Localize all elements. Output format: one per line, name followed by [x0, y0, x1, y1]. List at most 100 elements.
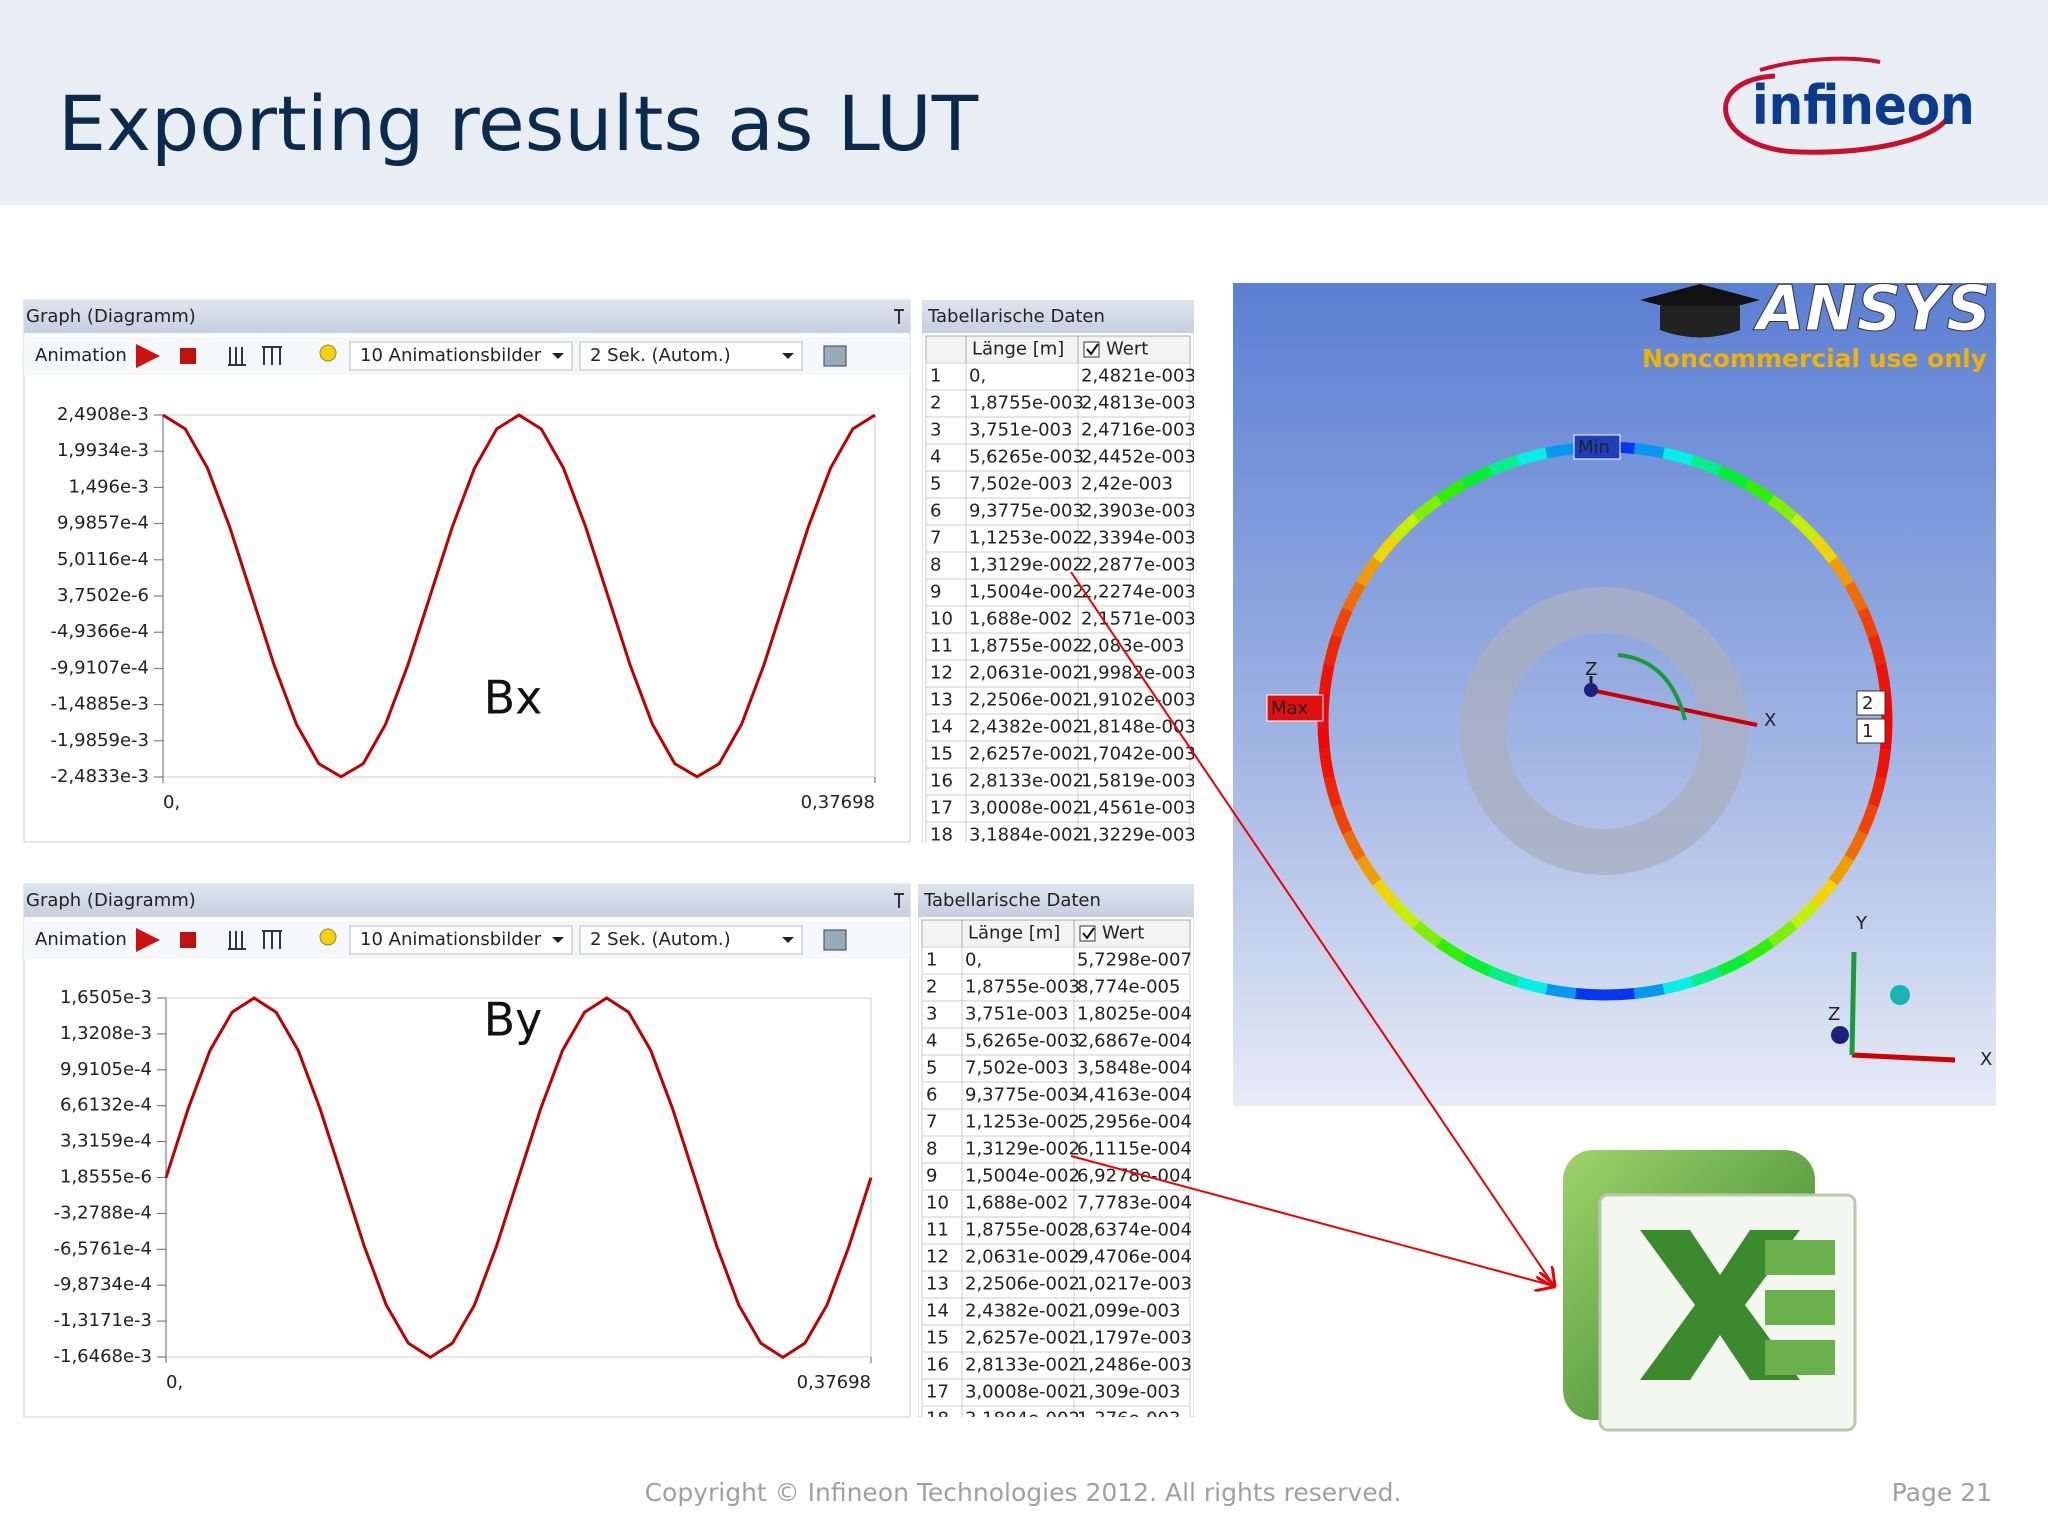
- ring-segment: [1790, 513, 1819, 542]
- frames-label: 10 Animationsbilder: [360, 929, 542, 950]
- table-cell: 1,8025e-004: [1077, 1004, 1192, 1025]
- table-cell: 1: [930, 366, 941, 387]
- table-title: Tabellarische Daten: [927, 306, 1105, 327]
- duration-dropdown[interactable]: [579, 925, 803, 955]
- table-cell: 8: [930, 555, 941, 576]
- ring-segment: [1857, 803, 1879, 835]
- table-cell: 6: [926, 1085, 937, 1106]
- table-cell: 18: [930, 825, 953, 846]
- table-row: [921, 1135, 1191, 1164]
- checkmark: [1082, 927, 1095, 940]
- ring-segment: [1331, 803, 1353, 835]
- table-cell: 9: [926, 1166, 937, 1187]
- ring-segment: [1516, 447, 1548, 466]
- ring-segment: [1461, 465, 1493, 489]
- page-number: Page 21: [1892, 1478, 1992, 1507]
- column-header: Länge [m]: [972, 339, 1064, 360]
- y-tick-label: -6,5761e-4: [54, 1238, 153, 1259]
- ring-segment: [1372, 533, 1400, 564]
- bars-icon[interactable]: [228, 930, 282, 950]
- table-cell: 1,3229e-003: [1081, 825, 1196, 846]
- ring-segment: [1743, 938, 1774, 964]
- ring-segment: [1810, 878, 1838, 909]
- ring-segment: [1317, 720, 1331, 751]
- table-cell: 16: [926, 1355, 949, 1376]
- table-cell: 2,083e-003: [1081, 636, 1184, 657]
- checkbox[interactable]: [1083, 341, 1100, 358]
- y-tick-label: 6,6132e-4: [60, 1095, 152, 1116]
- table-cell: 2,3394e-003: [1081, 528, 1196, 549]
- table-cell: 2,6257e-002: [965, 1328, 1080, 1349]
- dropdown-arrow: [782, 353, 794, 359]
- table-row: [921, 1405, 1191, 1417]
- table-cell: 14: [930, 717, 953, 738]
- y-tick-label: 2,4908e-3: [57, 404, 149, 425]
- table-cell: 3: [926, 1004, 937, 1025]
- ring-segment: [1662, 976, 1694, 995]
- ring-segment: [1516, 976, 1548, 995]
- table-cell: 14: [926, 1301, 949, 1322]
- table-cell: 10: [930, 609, 953, 630]
- x-tick-label: 0,: [163, 792, 180, 813]
- bars-icon[interactable]: [228, 346, 282, 366]
- table-row: [921, 1243, 1191, 1272]
- y-tick-label: -9,8734e-4: [54, 1274, 153, 1295]
- table-cell: 2,6867e-004: [1077, 1031, 1192, 1052]
- table-cell: 0,: [965, 950, 982, 971]
- table-cell: 2,2506e-002: [965, 1274, 1080, 1295]
- table-row: [925, 416, 1191, 445]
- table-cell: 16: [930, 771, 953, 792]
- ring-segment: [1767, 920, 1798, 948]
- export-icon[interactable]: [823, 929, 847, 951]
- x-tick-label: 0,37698: [797, 1372, 871, 1393]
- table-cell: 11: [926, 1220, 949, 1241]
- checkbox[interactable]: [1079, 925, 1096, 942]
- table-cell: 7: [930, 528, 941, 549]
- curve: [164, 996, 873, 1360]
- table-cell: 8: [926, 1139, 937, 1160]
- stop-button[interactable]: [180, 348, 196, 364]
- animation-label: Animation: [35, 929, 127, 950]
- triad-ball: [1890, 985, 1910, 1005]
- table-row: [921, 1081, 1191, 1110]
- export-icon[interactable]: [823, 345, 847, 367]
- table-cell: 1,688e-002: [965, 1193, 1068, 1214]
- ring-segment: [1356, 556, 1382, 587]
- ring-segment: [1633, 983, 1665, 999]
- frames-dropdown[interactable]: [349, 341, 573, 371]
- y-tick-label: 1,496e-3: [68, 476, 149, 497]
- bulb-icon[interactable]: [319, 344, 337, 362]
- ring-segment: [1633, 443, 1665, 459]
- panel-header: [24, 884, 910, 917]
- table-row: [925, 551, 1191, 580]
- min-tag: [1573, 434, 1621, 460]
- y-tick-label: 1,6505e-3: [60, 987, 152, 1008]
- probe-tag: [1856, 718, 1886, 744]
- table-cell: 6,1115e-004: [1077, 1139, 1192, 1160]
- axis-label: X: [1764, 710, 1776, 731]
- table-cell: 15: [930, 744, 953, 765]
- play-button[interactable]: [136, 928, 160, 952]
- table-cell: 4,4163e-004: [1077, 1085, 1192, 1106]
- slide-title: Exporting results as LUT: [58, 79, 979, 168]
- frames-dropdown[interactable]: [349, 925, 573, 955]
- ring-segment: [1879, 720, 1893, 751]
- ring-segment: [1323, 634, 1343, 666]
- arrow: [1070, 571, 1554, 1286]
- table-cell: 3,751e-003: [969, 420, 1072, 441]
- column-header: Wert: [1106, 339, 1148, 360]
- table-row: [921, 1378, 1191, 1407]
- stop-button[interactable]: [180, 932, 196, 948]
- play-button[interactable]: [136, 344, 160, 368]
- y-tick-label: -4,9366e-4: [51, 621, 150, 642]
- table-row: [921, 1189, 1191, 1218]
- excel-icon: [1563, 1150, 1857, 1432]
- table-row: [925, 794, 1191, 823]
- table-header: [922, 300, 1194, 333]
- ring-segment: [1879, 691, 1893, 722]
- duration-dropdown[interactable]: [579, 341, 803, 371]
- table-cell: 7,502e-003: [969, 474, 1072, 495]
- bulb-icon[interactable]: [319, 928, 337, 946]
- y-tick-label: 3,3159e-4: [60, 1131, 152, 1152]
